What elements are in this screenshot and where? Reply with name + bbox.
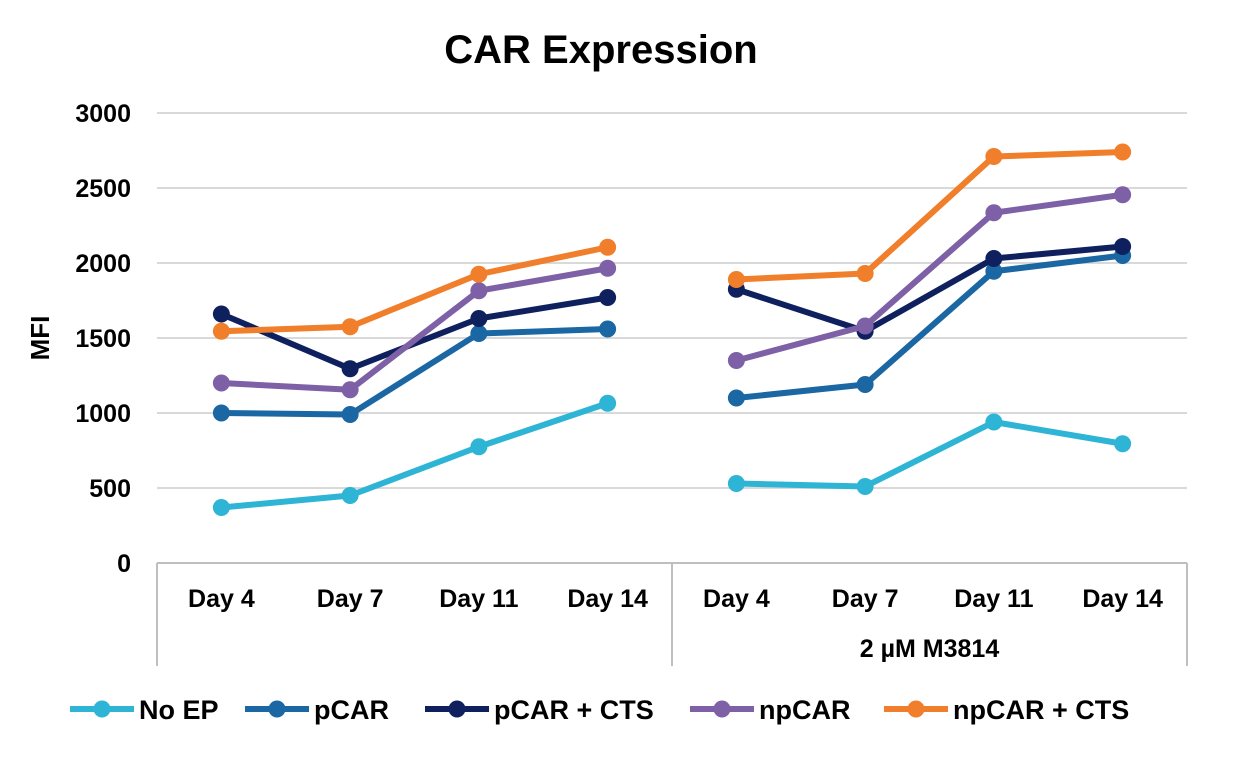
gridlines (157, 112, 1187, 489)
data-point (856, 265, 874, 282)
series-pcar (212, 247, 1132, 423)
x-tick-label: Day 4 (703, 585, 770, 613)
series-line (733, 149, 1126, 283)
data-point (599, 289, 617, 306)
data-point (470, 265, 488, 283)
data-point (599, 259, 617, 277)
data-point (599, 394, 617, 412)
y-tick-labels: 0 500 1000 1500 2000 2500 3000 (75, 100, 131, 578)
legend-item: No EP (70, 695, 219, 725)
legend-marker (713, 700, 731, 718)
data-point (985, 148, 1003, 165)
series-line (218, 400, 611, 511)
group-label: 2 µM M3814 (860, 635, 1000, 663)
data-point (341, 487, 359, 504)
y-tick-label: 2500 (75, 175, 131, 203)
data-point (470, 438, 488, 456)
series-line (733, 419, 1126, 490)
x-tick-label: Day 7 (317, 585, 384, 613)
data-point (341, 360, 359, 378)
series-line (218, 326, 611, 418)
data-point (1114, 238, 1132, 255)
data-point (856, 376, 874, 393)
x-tick-label: Day 14 (567, 585, 648, 613)
y-tick-label: 500 (89, 475, 131, 503)
series-line (218, 265, 611, 393)
data-point (1114, 186, 1132, 204)
data-point (1114, 143, 1132, 161)
chart-title: CAR Expression (444, 28, 757, 72)
series-line (733, 252, 1126, 401)
legend-label: pCAR (314, 695, 389, 725)
series-line (733, 243, 1126, 335)
data-point (599, 320, 617, 338)
legend: No EP pCAR pCAR + CTS npCAR npCAR + CTS (70, 695, 1129, 725)
data-point (470, 325, 488, 342)
y-tick-label: 1500 (75, 325, 131, 353)
x-axis: Day 4 Day 7 Day 11 Day 14 Day 4 Day 7 Day 11 Da… (156, 562, 1188, 666)
data-point (212, 404, 230, 422)
x-tick-label: Day 11 (439, 585, 518, 613)
data-point (341, 381, 359, 399)
data-point (341, 406, 359, 423)
legend-label: pCAR + CTS (494, 695, 654, 725)
series-npcar-cts (212, 143, 1132, 340)
legend-marker (907, 700, 925, 718)
data-point (727, 389, 745, 407)
data-point (212, 499, 230, 516)
x-tick-label: Day 4 (188, 585, 255, 613)
series-npcar (212, 186, 1132, 399)
data-point (470, 310, 488, 327)
series-line (733, 191, 1126, 364)
data-point (727, 352, 745, 369)
data-point (727, 475, 745, 492)
legend-item: pCAR (245, 695, 389, 725)
y-tick-label: 2000 (75, 250, 131, 278)
data-point (985, 250, 1003, 267)
x-tick-label: Day 11 (954, 585, 1033, 613)
data-point (599, 238, 617, 256)
data-point (985, 204, 1003, 222)
series-no-ep (212, 394, 1132, 516)
legend-label: npCAR + CTS (953, 695, 1129, 725)
legend-item: pCAR + CTS (425, 695, 654, 725)
data-point (856, 478, 874, 495)
y-tick-label: 1000 (75, 400, 131, 428)
data-point (341, 318, 359, 336)
data-point (1114, 435, 1132, 453)
y-axis-label: MFI (25, 316, 55, 361)
legend-marker (268, 700, 286, 718)
data-point (212, 374, 230, 392)
data-point (212, 305, 230, 323)
data-point (727, 271, 745, 288)
data-point (856, 317, 874, 335)
x-tick-label: Day 14 (1082, 585, 1163, 613)
series-line (218, 244, 611, 335)
data-point (985, 262, 1003, 280)
x-tick-label: Day 7 (832, 585, 899, 613)
legend-marker (93, 700, 111, 718)
legend-label: npCAR (759, 695, 850, 725)
data-point (212, 322, 230, 340)
data-point (470, 282, 488, 300)
y-tick-label: 3000 (75, 100, 131, 128)
series-pcar-cts (212, 238, 1132, 378)
legend-marker (448, 700, 466, 718)
series-lines (212, 143, 1132, 516)
legend-label: No EP (139, 695, 219, 725)
legend-item: npCAR (690, 695, 850, 725)
y-tick-label: 0 (117, 550, 131, 578)
legend-item: npCAR + CTS (884, 695, 1129, 725)
data-point (985, 413, 1003, 431)
